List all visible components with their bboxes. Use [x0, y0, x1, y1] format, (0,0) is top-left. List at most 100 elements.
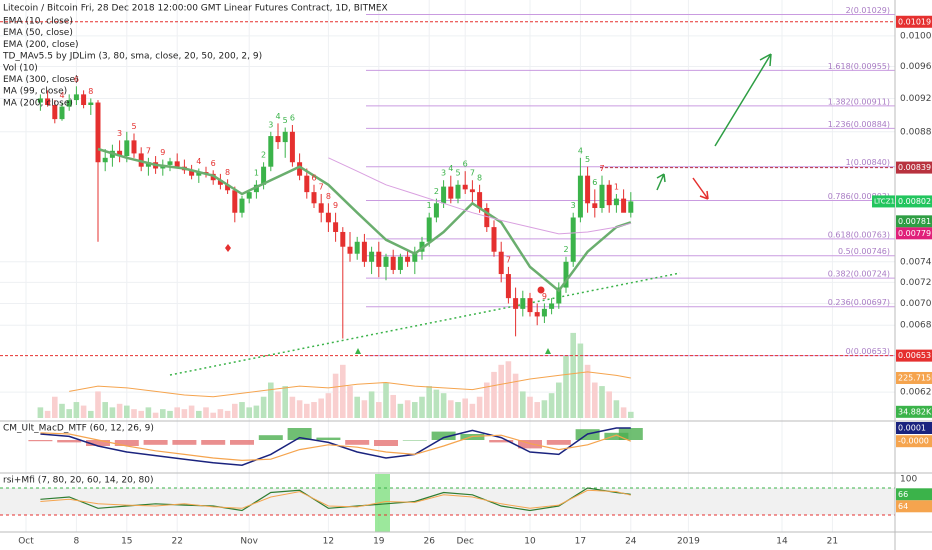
- fib-label: 2(0.01029): [846, 6, 890, 15]
- volume-bar: [613, 400, 620, 418]
- arrow-up-small: [656, 173, 666, 191]
- volume-bar: [282, 386, 288, 418]
- volume-bar: [376, 402, 382, 418]
- fib-label: 1.236(0.00884): [828, 120, 890, 129]
- macd-histogram: [618, 428, 643, 440]
- fib-label: 0.5(0.00746): [838, 247, 890, 256]
- macd-histogram: [489, 440, 514, 443]
- grid: [0, 0, 895, 532]
- candle-body: [469, 189, 475, 193]
- mfi-line: [40, 489, 631, 509]
- volume-bar: [354, 396, 360, 418]
- td-count: 6: [74, 75, 79, 84]
- x-tick-label: 24: [625, 537, 637, 547]
- candle-body: [606, 184, 612, 206]
- td-count: 6: [592, 178, 597, 187]
- volume-ma: [69, 371, 631, 398]
- td-count: 3: [268, 120, 273, 129]
- volume-bar: [196, 410, 202, 418]
- candle-body: [527, 298, 533, 313]
- price-tag-label: 66: [898, 490, 908, 499]
- candle-body: [455, 184, 461, 199]
- candle-body: [311, 192, 317, 204]
- volume-bar: [332, 373, 339, 418]
- signal-diamond: [225, 244, 231, 252]
- price-tag-label: -0.0000: [898, 437, 929, 446]
- volume-bar: [347, 386, 353, 418]
- volume-bar: [628, 411, 634, 418]
- candle-body: [318, 203, 324, 213]
- candle-body: [570, 217, 576, 262]
- price-tag: [896, 349, 932, 362]
- volume-bar: [563, 355, 569, 418]
- volume-bar: [584, 364, 591, 418]
- x-tick-label: 17: [575, 537, 586, 547]
- volume-bar: [260, 396, 267, 418]
- td-count: 9: [333, 201, 338, 210]
- volume-bar: [138, 410, 144, 418]
- volume-bar: [520, 391, 526, 418]
- price-tag: [896, 195, 932, 208]
- candle-body: [441, 186, 447, 204]
- macd-histogram: [57, 440, 82, 443]
- price-tag: [896, 405, 932, 418]
- price-tag: [896, 435, 932, 448]
- price-tag: [896, 15, 932, 28]
- td-count: 9: [542, 292, 547, 301]
- volume-bar: [548, 393, 555, 418]
- td-count: 7: [506, 255, 511, 264]
- candle-body: [498, 251, 504, 275]
- volume-bar: [570, 332, 576, 418]
- macd-histogram: [114, 440, 139, 446]
- td-count: 3: [571, 201, 576, 210]
- td-count: 5: [455, 169, 460, 178]
- volume-bar: [59, 403, 65, 418]
- td-count: 6: [463, 160, 468, 169]
- volume-bar: [73, 402, 80, 418]
- price-tag-label: 0.00839: [898, 163, 931, 172]
- macd-histogram: [230, 440, 254, 445]
- volume-bar: [152, 412, 159, 418]
- candle-body: [585, 175, 591, 204]
- volume-bar: [606, 391, 612, 418]
- fib-label: 0(0.00653): [846, 347, 890, 356]
- candle-body: [37, 98, 43, 103]
- volume-bar: [491, 371, 497, 418]
- fib-label: 0.382(0.00724): [828, 270, 890, 279]
- volume-bar: [275, 391, 281, 418]
- candle-body: [189, 170, 195, 176]
- x-tick-label: 26: [423, 537, 435, 547]
- candle-body: [513, 298, 519, 309]
- volume-bar: [217, 409, 224, 418]
- candle-body: [361, 241, 367, 262]
- x-tick-label: 15: [121, 537, 132, 547]
- candle-body: [426, 217, 432, 242]
- volume-bar: [599, 386, 605, 418]
- volume-bar: [390, 394, 396, 418]
- td-count: 2: [434, 187, 439, 196]
- td-count: 3: [117, 129, 122, 138]
- volume-bar: [52, 396, 58, 418]
- price-tag: [896, 500, 932, 513]
- price-tag: [896, 215, 932, 228]
- x-tick-label: Oct: [18, 537, 34, 547]
- candle-body: [477, 192, 483, 209]
- macd-histogram: [172, 440, 197, 445]
- candle-body: [174, 161, 180, 167]
- macd-histogram: [28, 440, 53, 442]
- rsi-legend: rsi+Mfi (7, 80, 20, 60, 14, 20, 80): [3, 476, 154, 486]
- volume-bar: [448, 400, 454, 418]
- price-tag-label: 0.0001: [898, 424, 926, 433]
- candle-body: [102, 157, 108, 163]
- volume-bar: [95, 391, 101, 418]
- macd-histogram: [546, 440, 571, 445]
- candle-body: [390, 256, 396, 270]
- moving-average: [328, 157, 631, 235]
- arrow-up: [714, 53, 772, 147]
- indicator-legend: EMA (200, close): [3, 40, 79, 50]
- x-tick-label: 2019: [677, 537, 700, 547]
- candle-body: [405, 256, 411, 262]
- candle-body: [592, 203, 598, 209]
